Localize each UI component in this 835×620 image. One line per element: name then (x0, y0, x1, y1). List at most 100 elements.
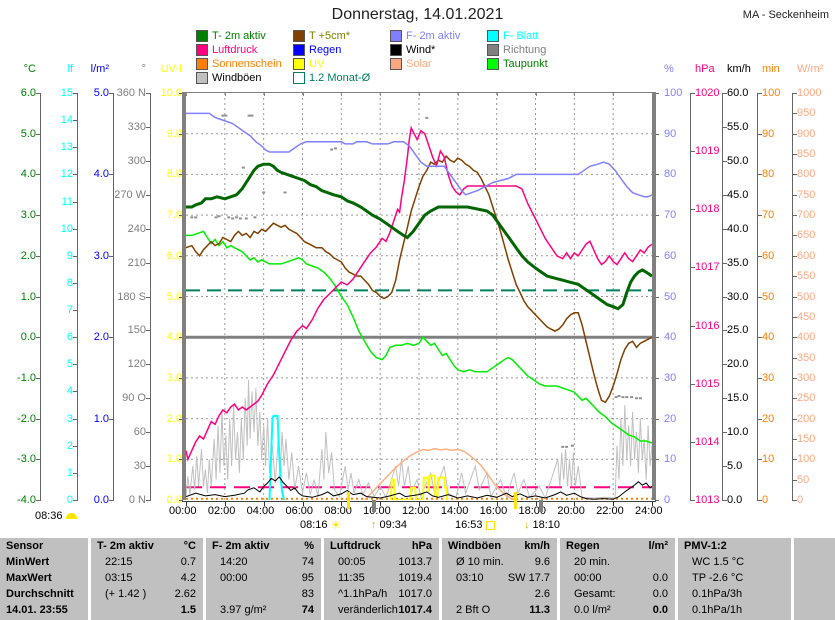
axis-tick-label: 10.0 (727, 426, 749, 439)
legend-item: Solar (390, 57, 487, 71)
axis-tick-label: 1.0 (20, 290, 36, 303)
axis-tick-label: 850 (797, 148, 816, 161)
axis-tick (793, 337, 797, 338)
table-column-t-2m-aktiv: T- 2m aktiv °C 22:15 0.7 03:15 4.2 (+ 1.42 ) 2.… (91, 538, 203, 620)
legend-item: Regen (293, 43, 390, 57)
axis-tick (146, 161, 150, 162)
axis-tick-label: 40 (664, 331, 677, 344)
axis-tick (73, 147, 77, 148)
axis-tick-label: 8.0 (166, 168, 182, 181)
axis-unit-label: min (762, 63, 780, 75)
axis-tick-label: 100 (797, 453, 816, 466)
x-tick-label: 10:00 (363, 505, 391, 517)
axis-tick-label: 0 (66, 494, 73, 506)
x-tick (303, 502, 304, 506)
axis-tick (793, 459, 797, 460)
top-tick (613, 93, 614, 96)
axis-tick (655, 134, 659, 135)
column-unit: °C (183, 540, 196, 552)
x-tick-label: 20:00 (557, 505, 585, 517)
axis-tick-label: 50 (762, 290, 775, 303)
axis-tick (723, 398, 727, 399)
axis-tick-label: 60 (133, 426, 146, 439)
legend-swatch-icon (196, 58, 208, 70)
axis-tick (723, 263, 727, 264)
table-column-f-2m-aktiv: F- 2m aktiv% 14:20 74 00:00 95 83 3.97 g/m² 74 (206, 538, 321, 620)
axis-tick (655, 256, 659, 257)
axis-tick (179, 134, 183, 135)
cell-value: 74 (301, 556, 314, 568)
axis-tick-label: 35.0 (727, 256, 749, 269)
column-title: F- 2m aktiv (212, 540, 270, 552)
top-tick (574, 93, 575, 96)
axis-tick (793, 235, 797, 236)
x-tick-label: 08:00 (324, 505, 352, 517)
cell-label: TP -2.6 °C (692, 572, 744, 584)
axis-tick-label: 90 (762, 127, 775, 140)
table-data-row: 22:15 0.7 (91, 554, 203, 570)
axis-tick (109, 419, 113, 420)
axis-tick (36, 215, 40, 216)
cell-label: 0.1hPa/3h (692, 588, 743, 600)
axis-tick-label: 7 (66, 304, 73, 317)
axis-tick-label: 4.0 (20, 168, 36, 181)
table-data-row: ^1.1hPa/h 1017.0 (324, 586, 439, 602)
legend-item: F- 2m aktiv (390, 29, 487, 43)
legend-label: Wind* (406, 44, 436, 56)
axis-tick-label: 30 (133, 460, 146, 473)
axis-line (150, 93, 151, 501)
plot-spine-right (652, 93, 656, 500)
axis-tick-label: 20.0 (727, 358, 749, 371)
legend-item: T- 2m aktiv (196, 29, 293, 43)
axis-tick (36, 459, 40, 460)
axis-tick (691, 151, 695, 152)
axis-tick (36, 93, 40, 94)
axis-tick-label: 70 (762, 209, 775, 222)
axis-tick-label: 60 (762, 249, 775, 262)
top-tick (380, 93, 381, 96)
cell-value: 0.7 (180, 556, 196, 568)
axis-tick (179, 378, 183, 379)
axis-tick-label: 600 (797, 249, 816, 262)
axis-tick (793, 256, 797, 257)
table-row-label: Sensor (0, 538, 88, 554)
legend-item: Windböen (196, 71, 293, 85)
axis-tick-label: 90 (664, 127, 677, 140)
axis-tick-label: 5 (66, 358, 73, 371)
table-data-row: 03:15 4.2 (91, 570, 203, 586)
legend-label: Windböen (212, 72, 262, 84)
axis-tick-label: 4.0 (93, 168, 109, 181)
axis-tick (691, 442, 695, 443)
axis-tick (655, 215, 659, 216)
axis-tick (793, 378, 797, 379)
wind-direction-dot (247, 114, 251, 117)
axis-tick (723, 500, 727, 501)
axis-tick (793, 480, 797, 481)
axis-tick-label: 5.0 (20, 127, 36, 140)
axis-tick-label: -2.0 (17, 412, 36, 425)
axis-tick-label: 800 (797, 168, 816, 181)
axis-tick-label: 450 (797, 310, 816, 323)
axis-line (77, 93, 78, 501)
wind-direction-dot (231, 217, 235, 220)
series-taupunkt (186, 230, 653, 444)
legend-item: T +5cm* (293, 29, 390, 43)
cell-label: (+ 1.42 ) (105, 588, 147, 600)
wind-direction-dot (190, 216, 194, 219)
x-tick (458, 502, 459, 506)
axis-tick-label: 60.0 (727, 87, 749, 99)
time-text: 08:16 (300, 519, 328, 531)
wind-direction-dot (253, 216, 257, 219)
x-tick-label: 18:00 (518, 505, 547, 517)
legend-swatch-icon (390, 58, 402, 70)
column-unit: hPa (411, 540, 432, 552)
axis-tick (723, 195, 727, 196)
wind-direction-dot (634, 397, 638, 400)
table-data-row: 14:20 74 (206, 554, 321, 570)
axis-tick (723, 161, 727, 162)
wind-direction-dot (194, 216, 198, 219)
row-label-text: MaxWert (6, 572, 52, 584)
axis-tick (691, 267, 695, 268)
time-text: 18:10 (532, 519, 561, 531)
wind-direction-dot (630, 396, 634, 399)
